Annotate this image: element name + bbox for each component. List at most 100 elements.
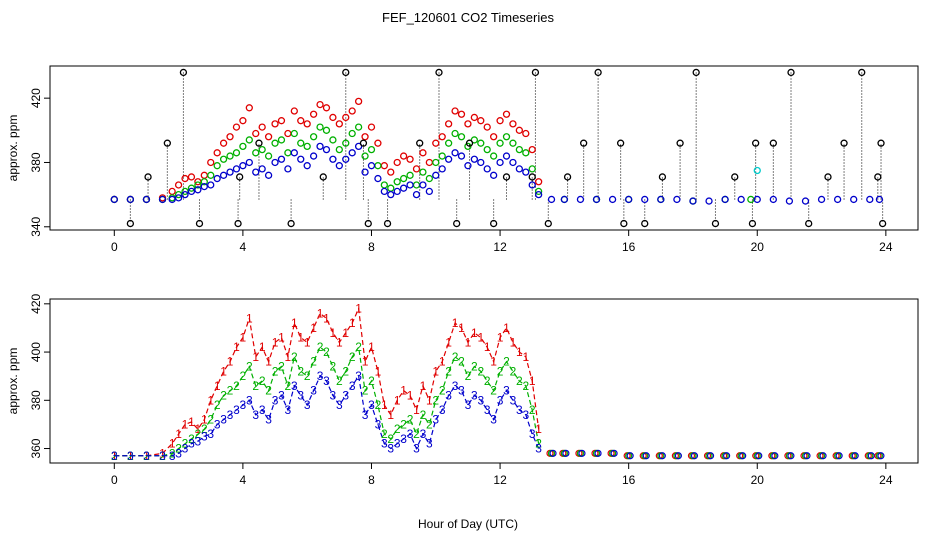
point-channel-3 [833, 195, 842, 204]
point-channel-3 [560, 195, 569, 204]
tail-point [877, 452, 885, 460]
series-1-marker: 1 [407, 388, 414, 402]
x-tick-label: 12 [493, 240, 507, 254]
series-2-line [114, 345, 540, 457]
series-3-marker: 3 [201, 429, 208, 443]
point-channel-0 [874, 173, 882, 181]
point-channel-0 [752, 139, 760, 147]
series-2-marker: 2 [349, 350, 356, 364]
series-3-marker: 3 [127, 449, 134, 463]
x-tick-label: 8 [368, 473, 375, 487]
point-channel-0 [840, 139, 848, 147]
series-2-marker: 2 [143, 449, 150, 463]
series-3-marker: 3 [355, 369, 362, 383]
point-channel-2 [380, 181, 388, 189]
point-channel-1 [432, 139, 440, 147]
series-3-marker: 3 [349, 379, 356, 393]
series-1-marker: 1 [426, 393, 433, 407]
point-channel-3 [489, 171, 498, 179]
series-1-marker: 1 [227, 355, 234, 369]
point-channel-1 [277, 117, 286, 125]
series-1-marker: 1 [381, 398, 388, 412]
point-channel-2 [425, 174, 433, 183]
point-channel-2 [252, 149, 260, 157]
series-3-marker: 3 [477, 393, 484, 407]
point-channel-0 [544, 219, 552, 228]
point-channel-0 [528, 173, 536, 181]
series-3-marker: 3 [291, 379, 298, 393]
series-1-marker: 1 [445, 335, 452, 349]
point-channel-1 [367, 123, 376, 131]
series-3-marker: 3 [465, 398, 472, 412]
tail-point [803, 452, 811, 460]
point-channel-2 [509, 139, 517, 147]
point-channel-2 [226, 152, 234, 160]
series-3-marker: 3 [317, 369, 324, 383]
point-channel-3 [110, 195, 118, 204]
point-channel-0 [236, 173, 244, 181]
x-tick-label: 20 [751, 473, 765, 487]
series-3-marker: 3 [159, 449, 166, 463]
point-channel-4 [753, 166, 761, 175]
series-1-marker: 1 [330, 326, 337, 340]
point-channel-3 [194, 186, 202, 194]
point-channel-1 [522, 129, 530, 138]
point-channel-3 [200, 182, 208, 191]
point-channel-1 [457, 110, 466, 118]
series-2-marker: 2 [490, 384, 497, 398]
point-channel-3 [342, 155, 350, 163]
x-tick-label: 16 [622, 240, 636, 254]
point-channel-0 [195, 219, 204, 228]
series-1-marker: 1 [484, 340, 491, 354]
series-1-marker: 1 [471, 326, 478, 340]
series-2-marker: 2 [465, 369, 472, 383]
point-channel-3 [367, 162, 376, 170]
series-1-marker: 1 [246, 311, 253, 325]
series-2-marker: 2 [227, 384, 234, 398]
series-2-marker: 2 [175, 442, 182, 456]
point-channel-2 [515, 145, 524, 154]
series-2-marker: 2 [516, 374, 523, 388]
point-channel-1 [284, 129, 292, 138]
series-2-marker: 2 [278, 360, 285, 374]
point-channel-2 [432, 158, 440, 167]
series-1-line [114, 306, 540, 457]
point-channel-1 [419, 149, 427, 157]
series-2-marker: 2 [259, 374, 266, 388]
point-channel-1 [489, 133, 498, 141]
series-3-marker: 3 [175, 446, 182, 460]
point-channel-3 [226, 168, 234, 176]
series-3-marker: 3 [330, 388, 337, 402]
x-tick-label: 8 [368, 240, 375, 254]
series-2-marker: 2 [452, 350, 459, 364]
point-channel-3 [801, 197, 810, 205]
series-3-marker: 3 [413, 442, 420, 456]
point-channel-2 [399, 174, 408, 183]
point-channel-3 [457, 152, 466, 160]
series-1-marker: 1 [510, 335, 517, 349]
x-tick-label: 0 [111, 240, 118, 254]
point-channel-3 [219, 171, 228, 179]
series-1-marker: 1 [355, 302, 362, 316]
series-2-marker: 2 [291, 350, 298, 364]
point-channel-0 [144, 173, 152, 181]
bottom-ylabel: approx. ppm [6, 348, 20, 415]
point-channel-2 [444, 139, 453, 147]
point-channel-3 [785, 197, 794, 205]
series-3-marker: 3 [452, 379, 459, 393]
series-1-marker: 1 [240, 331, 247, 345]
point-channel-1 [348, 107, 356, 115]
point-channel-0 [359, 139, 368, 147]
tail-point [851, 452, 859, 460]
tail-point [642, 452, 650, 460]
point-channel-2 [367, 145, 376, 154]
series-3-marker: 3 [497, 393, 504, 407]
point-channel-1 [451, 107, 459, 115]
series-3-marker: 3 [458, 384, 465, 398]
series-2-marker: 2 [195, 427, 202, 441]
series-1-marker: 1 [182, 417, 189, 431]
series-1-marker: 1 [233, 340, 240, 354]
point-channel-2 [309, 133, 318, 141]
point-channel-1 [335, 120, 343, 128]
point-channel-1 [477, 117, 485, 125]
